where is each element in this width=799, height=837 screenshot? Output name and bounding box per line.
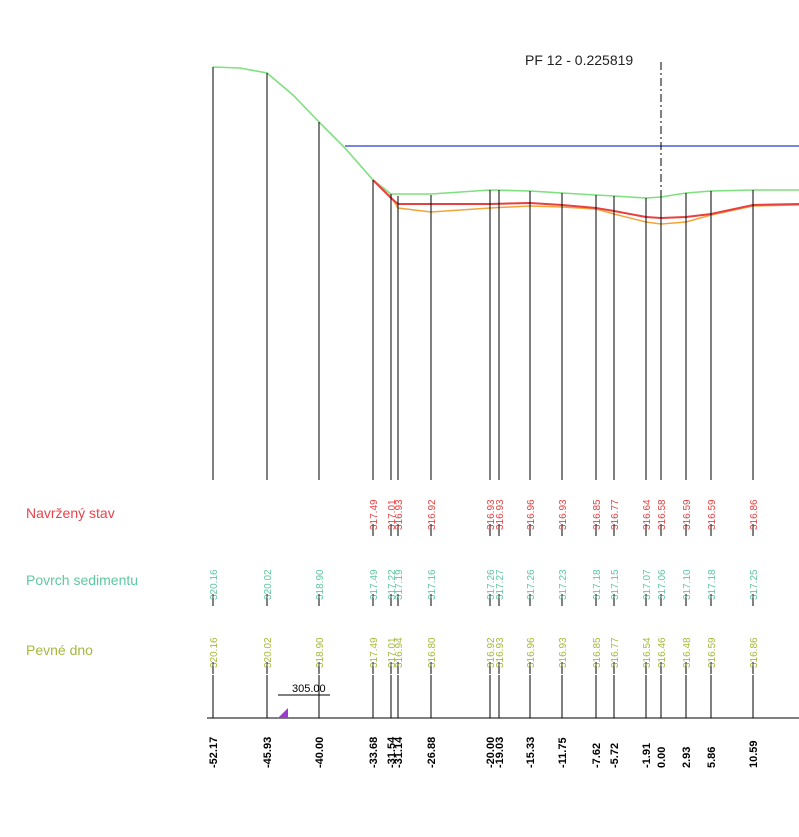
value-label-bed: 316.86	[749, 637, 760, 668]
station-label: -45.93	[262, 737, 274, 768]
value-label-sed: 317.16	[427, 569, 438, 600]
station-label: 5.86	[706, 747, 718, 768]
station-label: -26.88	[426, 737, 438, 768]
station-label: -20.00	[485, 737, 497, 768]
value-label-bed: 316.80	[427, 637, 438, 668]
value-label-sed: 317.27	[495, 569, 506, 600]
value-label-des: 316.93	[486, 499, 497, 530]
value-label-bed: 316.94	[394, 637, 405, 668]
value-label-des: 316.85	[592, 499, 603, 530]
value-label-bed: 320.16	[209, 637, 220, 668]
value-label-des: 316.93	[558, 499, 569, 530]
value-label-sed: 317.19	[394, 569, 405, 600]
station-label: 0.00	[656, 747, 668, 768]
row-label-bed: Pevné dno	[26, 642, 93, 658]
value-label-sed: 320.16	[209, 569, 220, 600]
value-label-des: 316.58	[657, 499, 668, 530]
station-label: -11.75	[557, 737, 569, 768]
value-label-sed: 317.06	[657, 569, 668, 600]
value-label-des: 316.77	[610, 499, 621, 530]
value-label-sed: 317.07	[642, 569, 653, 600]
value-label-bed: 316.92	[486, 637, 497, 668]
station-label: -31.14	[393, 736, 405, 768]
value-label-des: 316.59	[682, 499, 693, 530]
value-label-sed: 317.23	[558, 569, 569, 600]
value-label-bed: 317.49	[369, 637, 380, 668]
sediment-surface-line	[212, 66, 799, 199]
value-label-sed: 317.26	[526, 569, 537, 600]
station-label: -5.72	[609, 743, 621, 768]
value-label-bed: 316.85	[592, 637, 603, 668]
value-label-sed: 317.49	[369, 569, 380, 600]
value-label-sed: 320.02	[263, 569, 274, 600]
value-label-des: 316.93	[394, 499, 405, 530]
fixed-bed-line	[372, 179, 799, 225]
row-label-designed: Navržený stav	[26, 505, 115, 521]
value-label-bed: 316.48	[682, 637, 693, 668]
value-label-bed: 316.54	[642, 637, 653, 668]
value-label-sed: 317.22	[387, 569, 398, 600]
value-label-bed: 316.46	[657, 637, 668, 668]
value-label-des: 316.59	[707, 499, 718, 530]
value-label-bed: 317.01	[387, 637, 398, 668]
value-label-bed: 320.02	[263, 637, 274, 668]
station-label: 2.93	[681, 747, 693, 768]
value-label-sed: 317.18	[707, 569, 718, 600]
value-label-des: 317.49	[369, 499, 380, 530]
value-label-sed: 317.26	[486, 569, 497, 600]
station-label: -52.17	[208, 737, 220, 768]
value-label-sed: 317.25	[749, 569, 760, 600]
value-label-sed: 318.90	[315, 569, 326, 600]
station-label: -19.03	[494, 737, 506, 768]
value-label-sed: 317.15	[610, 569, 621, 600]
value-label-bed: 316.96	[526, 637, 537, 668]
profile-title: PF 12 - 0.225819	[525, 52, 634, 68]
value-label-bed: 316.93	[558, 637, 569, 668]
datum-label: 305.00	[292, 683, 326, 695]
value-label-sed: 317.10	[682, 569, 693, 600]
value-label-des: 316.93	[495, 499, 506, 530]
station-label: -33.68	[368, 737, 380, 768]
value-label-des: 316.96	[526, 499, 537, 530]
station-label: -31.54	[386, 736, 398, 768]
station-label: -15.33	[525, 737, 537, 768]
station-label: -40.00	[314, 737, 326, 768]
value-label-bed: 318.90	[315, 637, 326, 668]
datum-marker-icon	[278, 708, 288, 718]
value-label-bed: 316.93	[495, 637, 506, 668]
value-label-des: 317.01	[387, 499, 398, 530]
station-label: -1.91	[641, 743, 653, 768]
value-label-sed: 317.18	[592, 569, 603, 600]
value-label-des: 316.86	[749, 499, 760, 530]
value-label-bed: 316.77	[610, 637, 621, 668]
value-label-bed: 316.59	[707, 637, 718, 668]
row-label-sediment: Povrch sedimentu	[26, 572, 139, 588]
station-label: 10.59	[748, 740, 760, 768]
value-label-des: 316.92	[427, 499, 438, 530]
station-label: -7.62	[591, 743, 603, 768]
value-label-des: 316.64	[642, 499, 653, 530]
